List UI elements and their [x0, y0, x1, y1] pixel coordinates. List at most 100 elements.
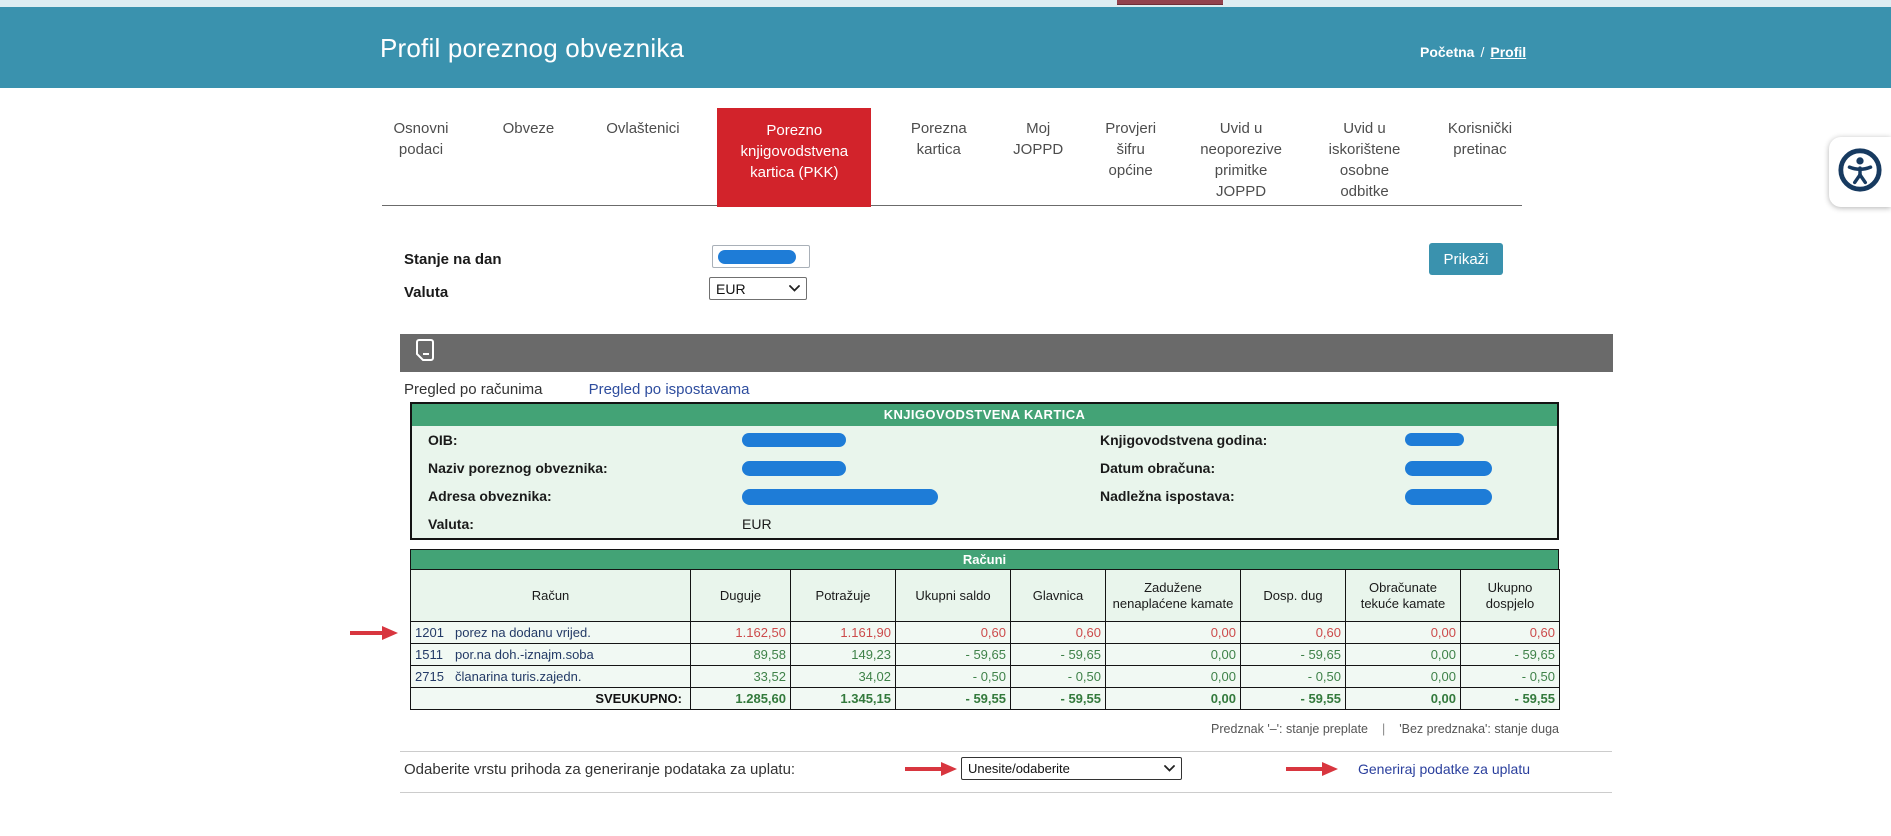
tab-korisnicki-pretinac[interactable]: Korisnički pretinac [1447, 120, 1513, 158]
breadcrumb-home-link[interactable]: Početna [1420, 44, 1475, 60]
card-row-oib: OIB: Knjigovodstvena godina: [412, 426, 1557, 454]
accounts-section: Računi Račun Duguje Potražuje Ukupni sal… [410, 549, 1560, 710]
total-value-cell: 0,00 [1345, 687, 1461, 710]
year-label: Knjigovodstvena godina: [1100, 432, 1268, 448]
view-by-accounts-link[interactable]: Pregled po računima [404, 381, 543, 398]
account-code: 2715 [415, 669, 444, 684]
card-row-address: Adresa obveznika: Nadležna ispostava: [412, 482, 1557, 510]
value-cell: 0,00 [1345, 621, 1461, 644]
tab-uvid-osobni-odbitci[interactable]: Uvid u iskorištene osobne odbitke [1328, 120, 1401, 200]
currency-label: Valuta [404, 284, 449, 301]
total-value-cell: 1.345,15 [790, 687, 896, 710]
bookkeeping-card-title: KNJIGOVODSTVENA KARTICA [412, 404, 1557, 426]
breadcrumb-profile-link[interactable]: Profil [1490, 44, 1527, 60]
value-cell: 0,00 [1105, 621, 1241, 644]
tab-porezno-knjigovodstvena-kartica[interactable]: Porezno knjigovodstvena kartica (PKK) [717, 108, 872, 207]
oib-label: OIB: [428, 432, 458, 448]
value-cell: - 59,65 [1010, 643, 1106, 666]
payment-type-label: Odaberite vrstu prihoda za generiranje p… [404, 761, 796, 778]
redacted-address-value [742, 489, 938, 505]
select-annotation-arrow-icon [903, 761, 957, 777]
value-cell: 0,00 [1345, 643, 1461, 666]
tab-moj-joppd[interactable]: Moj JOPPD [1013, 120, 1064, 158]
accessibility-widget[interactable] [1829, 137, 1891, 207]
breadcrumb: Početna / Profil [1420, 44, 1526, 60]
breadcrumb-separator: / [1480, 44, 1485, 60]
account-code: 1511 [415, 647, 443, 662]
redacted-oib-value [742, 433, 846, 447]
value-cell: - 0,50 [1010, 665, 1106, 688]
col-dosp-dug: Dosp. dug [1240, 569, 1346, 622]
total-value-cell: - 59,55 [1460, 687, 1560, 710]
total-value-cell: - 59,55 [1240, 687, 1346, 710]
redacted-calc-date-value [1405, 461, 1492, 476]
table-total-row: SVEUKUPNO: 1.285,60 1.345,15 - 59,55 - 5… [410, 687, 1560, 710]
value-cell: 0,60 [1460, 621, 1560, 644]
sign-legend: Predznak '–': stanje preplate | 'Bez predz… [1211, 722, 1559, 736]
value-cell: 0,60 [1010, 621, 1106, 644]
tab-uvid-neoporezivi-primitci[interactable]: Uvid u neoporezive primitke JOPPD [1200, 120, 1282, 200]
divider [400, 792, 1612, 793]
value-cell: - 0,50 [1460, 665, 1560, 688]
account-cell: 2715 članarina turis.zajedn. [410, 665, 691, 688]
total-value-cell: - 59,55 [895, 687, 1011, 710]
account-cell: 1511 por.na doh.-iznajm.soba [410, 643, 691, 666]
col-ukupno-dospjelo: Ukupno dospjelo [1460, 569, 1560, 622]
total-label: SVEUKUPNO: [410, 687, 691, 710]
currency-select-value: EUR [716, 280, 746, 297]
accessibility-icon [1837, 147, 1883, 198]
chevron-down-icon [789, 285, 800, 292]
redacted-name-value [742, 461, 846, 476]
col-obracunate-kamate: Obračunate tekuće kamate [1345, 569, 1461, 622]
generate-payment-data-link[interactable]: Generiraj podatke za uplatu [1358, 761, 1530, 777]
page-title: Profil poreznog obveznika [380, 33, 685, 63]
tab-porezna-kartica[interactable]: Porezna kartica [910, 120, 967, 158]
value-cell: 0,60 [1240, 621, 1346, 644]
chevron-down-icon [1164, 765, 1175, 772]
account-name: članarina turis.zajedn. [455, 669, 582, 684]
currency-select[interactable]: EUR [709, 277, 807, 300]
divider [400, 751, 1612, 752]
account-name: porez na dodanu vrijed. [455, 625, 591, 640]
value-cell: 34,02 [790, 665, 896, 688]
calc-date-label: Datum obračuna: [1100, 460, 1216, 476]
show-button[interactable]: Prikaži [1429, 243, 1503, 275]
value-cell: 0,00 [1105, 643, 1241, 666]
report-toolbar [400, 334, 1613, 372]
total-value-cell: - 59,55 [1010, 687, 1106, 710]
payment-type-select[interactable]: Unesite/odaberite [961, 757, 1182, 780]
date-input[interactable] [712, 245, 810, 268]
card-currency-label: Valuta: [428, 516, 474, 532]
table-row-1201: 1201 porez na dodanu vrijed. 1.162,50 1.1… [410, 621, 1560, 644]
tab-provjeri-sifru-opcine[interactable]: Provjeri šifru općine [1105, 120, 1157, 179]
col-glavnica: Glavnica [1010, 569, 1106, 622]
tab-osnovni-podaci[interactable]: Osnovni podaci [393, 120, 449, 158]
cutoff-red-element [1117, 0, 1223, 5]
tab-ovlastenici[interactable]: Ovlaštenici [606, 120, 680, 137]
table-row-2715: 2715 članarina turis.zajedn. 33,52 34,02 … [410, 665, 1560, 688]
card-row-name: Naziv poreznog obveznika: Datum obračuna… [412, 454, 1557, 482]
value-cell: - 0,50 [895, 665, 1011, 688]
top-strip [0, 0, 1891, 7]
document-icon[interactable] [413, 337, 437, 370]
value-cell: 1.162,50 [690, 621, 791, 644]
account-name: por.na doh.-iznajm.soba [455, 647, 594, 662]
redacted-date-value [718, 250, 796, 264]
row-annotation-arrow-icon [348, 625, 398, 641]
accounts-table: Račun Duguje Potražuje Ukupni saldo Glav… [410, 569, 1560, 710]
value-cell: 0,00 [1345, 665, 1461, 688]
value-cell: 89,58 [690, 643, 791, 666]
accounts-header-row: Račun Duguje Potražuje Ukupni saldo Glav… [410, 569, 1560, 622]
col-duguje: Duguje [690, 569, 791, 622]
total-value-cell: 0,00 [1105, 687, 1241, 710]
col-potrazuje: Potražuje [790, 569, 896, 622]
view-by-offices-link[interactable]: Pregled po ispostavama [588, 381, 750, 398]
redacted-office-value [1405, 489, 1492, 505]
card-currency-value: EUR [742, 516, 772, 532]
bookkeeping-card-body: OIB: Knjigovodstvena godina: Naziv porez… [412, 426, 1557, 538]
value-cell: - 59,65 [1240, 643, 1346, 666]
value-cell: 33,52 [690, 665, 791, 688]
tab-obveze[interactable]: Obveze [502, 120, 555, 137]
generate-annotation-arrow-icon [1284, 761, 1338, 777]
